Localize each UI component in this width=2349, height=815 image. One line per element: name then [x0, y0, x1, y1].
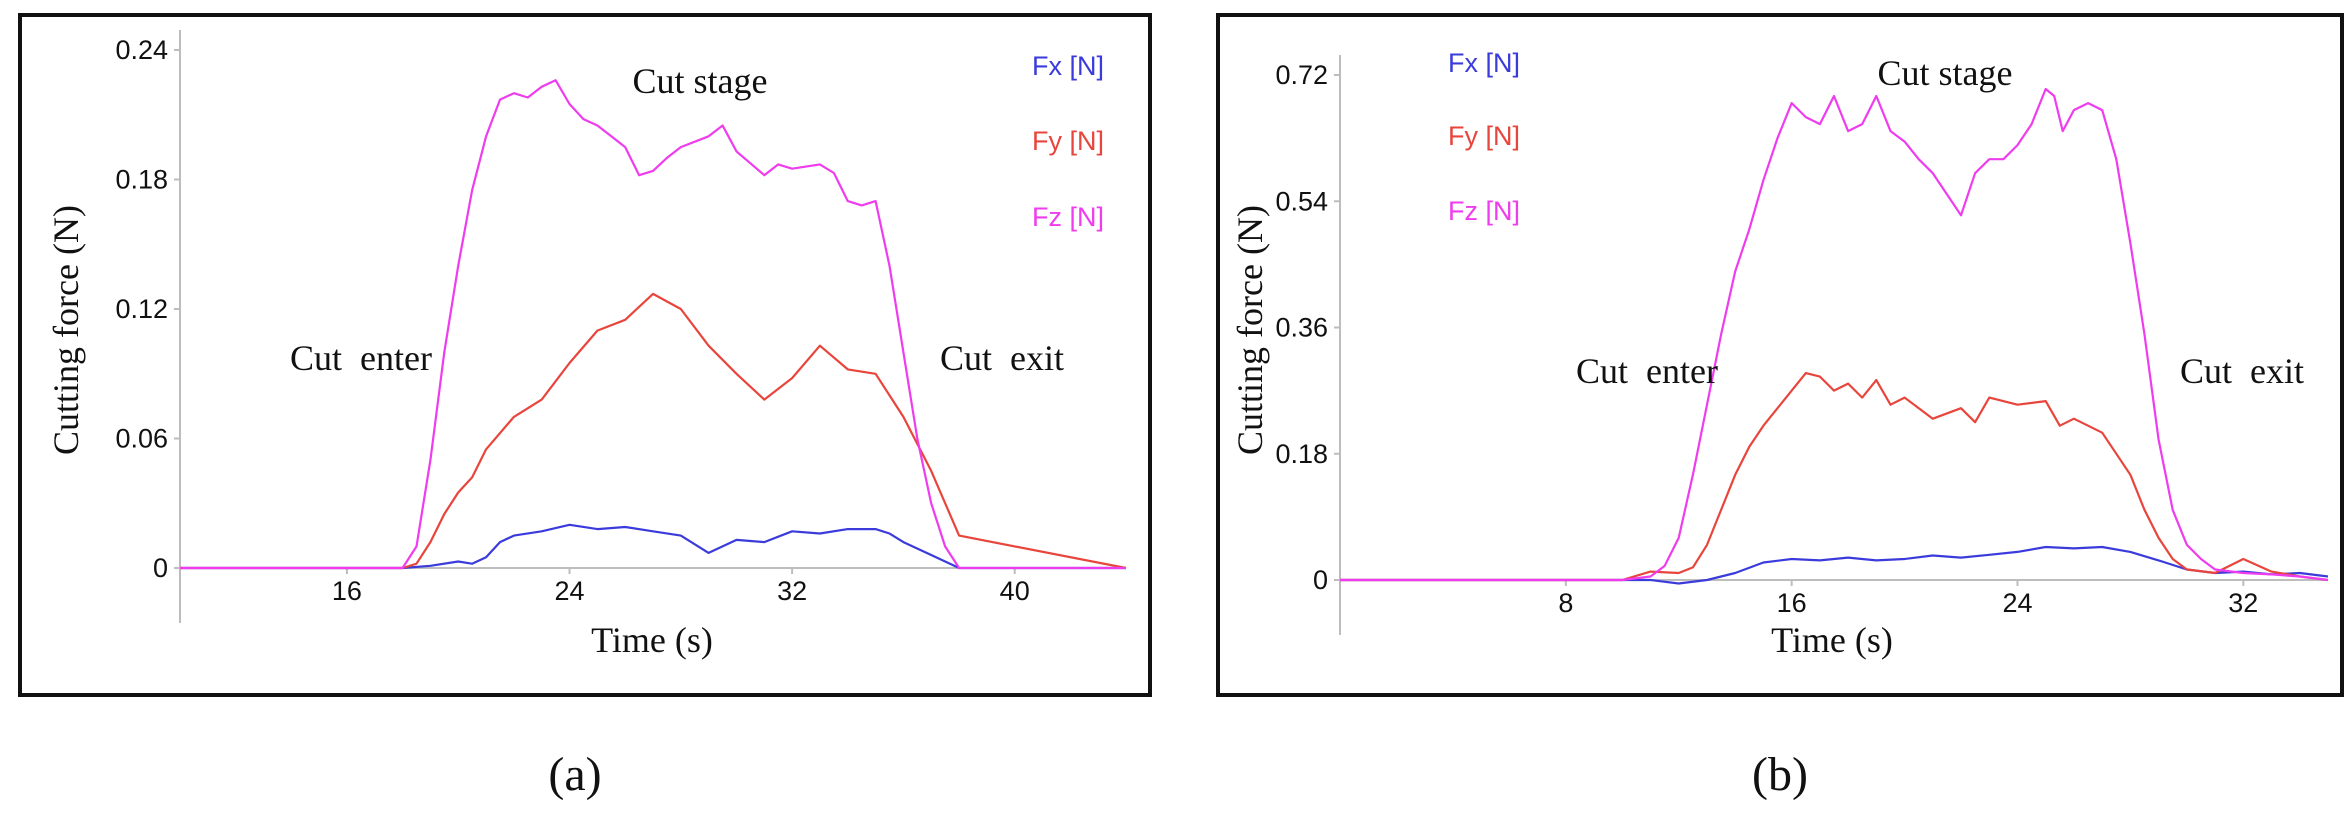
panel-a-ytick-label: 0.18	[115, 165, 168, 195]
panel-a-ylabel: Cutting force (N)	[46, 205, 86, 455]
panel-b-caption: (b)	[1752, 748, 1808, 801]
panel-a-annotation-stage: Cut stage	[633, 61, 768, 101]
panel-b-legend-fz: Fz [N]	[1448, 196, 1520, 226]
panel-a-xtick-label: 16	[332, 576, 362, 606]
panel-a-series-fz	[180, 79, 1126, 570]
panel-a-ytick-label: 0	[153, 553, 168, 583]
panel-b-legend-fy: Fy [N]	[1448, 121, 1520, 151]
panel-b-ytick-label: 0	[1313, 565, 1328, 595]
panel-a-plot-area: 0 0.06 0.12 0.18 0.24 16 24 32 40	[115, 30, 1127, 623]
panel-a-ytick-label: 0.12	[115, 294, 168, 324]
panel-b-ytick-label: 0.72	[1275, 60, 1328, 90]
panel-a-ytick-label: 0.24	[115, 35, 168, 65]
panel-b-annotation-enter: Cut enter	[1576, 351, 1718, 391]
panel-a-annotation-enter: Cut enter	[290, 338, 432, 378]
panel-a-xtick-label: 40	[1000, 576, 1030, 606]
panel-b-ytick-label: 0.18	[1275, 439, 1328, 469]
panel-b-series-fy	[1340, 372, 2329, 582]
panel-a-series-fx	[180, 523, 1126, 570]
panel-b-xtick-label: 32	[2228, 588, 2258, 618]
panel-b-xtick-label: 16	[1777, 588, 1807, 618]
panel-a: 0 0.06 0.12 0.18 0.24 16 24 32 40 Cutting force …	[18, 13, 1152, 801]
panel-a-frame	[18, 13, 1152, 697]
panel-b: 0 0.18 0.36 0.54 0.72 8 16 24 32 Cutting force (…	[1216, 13, 2344, 801]
panel-b-series-fz	[1340, 87, 2329, 582]
panel-b-annotation-exit: Cut exit	[2180, 351, 2304, 391]
panel-a-xtick-label: 24	[555, 576, 585, 606]
panel-b-frame	[1216, 13, 2344, 697]
panel-b-ylabel: Cutting force (N)	[1230, 205, 1270, 455]
panel-b-legend-fx: Fx [N]	[1448, 48, 1520, 78]
panel-b-xtick-label: 24	[2002, 588, 2032, 618]
panel-a-legend-fz: Fz [N]	[1032, 202, 1104, 232]
panel-a-legend-fy: Fy [N]	[1032, 126, 1104, 156]
panel-b-xlabel: Time (s)	[1771, 620, 1893, 660]
panel-a-legend-fx: Fx [N]	[1032, 51, 1104, 81]
panel-b-ytick-label: 0.54	[1275, 186, 1328, 216]
panel-a-series-fy	[180, 292, 1127, 570]
panel-a-ytick-label: 0.06	[115, 424, 168, 454]
panel-a-xtick-label: 32	[777, 576, 807, 606]
panel-b-annotation-stage: Cut stage	[1878, 53, 2013, 93]
panel-a-xlabel: Time (s)	[591, 620, 713, 660]
panel-b-xtick-label: 8	[1558, 588, 1573, 618]
panel-a-caption: (a)	[548, 748, 601, 801]
panel-b-plot-area: 0 0.18 0.36 0.54 0.72 8 16 24 32	[1275, 55, 2329, 635]
panel-a-annotation-exit: Cut exit	[940, 338, 1064, 378]
panel-b-ytick-label: 0.36	[1275, 313, 1328, 343]
